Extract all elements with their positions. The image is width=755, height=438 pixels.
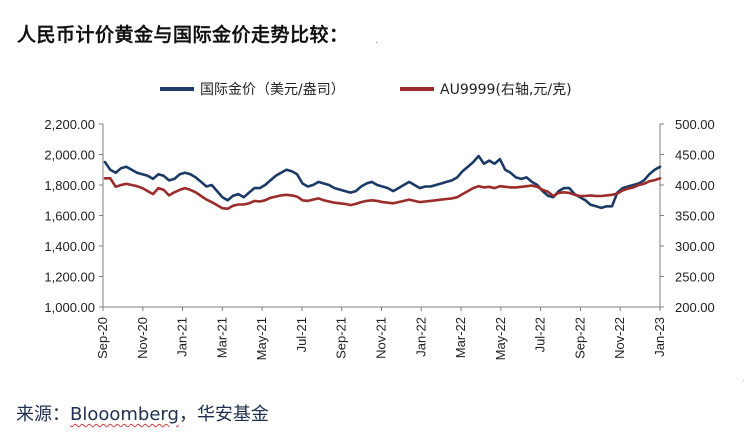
x-tick-label: May-21 (254, 317, 269, 360)
x-tick-label: Sep-20 (95, 317, 110, 359)
title-decoration-dot: · (375, 37, 379, 48)
source-name: Blooomberg (70, 404, 179, 425)
page-title: 人民币计价黄金与国际金价走势比较： (17, 24, 349, 46)
left-tick-label: 1,400.00 (44, 239, 95, 254)
legend-swatch-au9999 (400, 87, 434, 91)
right-tick-label: 250.00 (675, 270, 715, 285)
legend-label-international-gold: 国际金价（美元/盎司） (200, 82, 345, 98)
right-tick-label: 500.00 (675, 117, 715, 132)
right-tick-label: 300.00 (675, 239, 715, 254)
left-tick-label: 1,800.00 (44, 178, 95, 193)
x-tick-label: Nov-21 (374, 317, 389, 359)
x-tick-label: Jul-22 (533, 317, 548, 352)
x-tick-label: Sep-22 (572, 317, 587, 359)
legend-item-international-gold: 国际金价（美元/盎司） (160, 79, 345, 99)
source-note: 来源：Blooomberg，华安基金 (16, 400, 269, 426)
left-tick-label: 1,200.00 (44, 270, 95, 285)
source-suffix: 华安基金 (196, 404, 269, 425)
left-tick-label: 2,000.00 (44, 148, 95, 163)
x-tick-label: Nov-20 (135, 317, 150, 359)
legend-label-au9999: AU9999(右轴,元/克) (440, 82, 572, 98)
right-tick-label: 400.00 (675, 178, 715, 193)
legend-swatch-international-gold (160, 87, 194, 91)
x-tick-label: Mar-21 (214, 317, 229, 358)
x-tick-label: Nov-22 (612, 317, 627, 359)
x-tick-label: Jan-21 (175, 317, 190, 357)
x-tick-label: Jan-23 (652, 317, 667, 357)
left-tick-label: 1,600.00 (44, 209, 95, 224)
series-line-international-gold (103, 154, 662, 210)
source-separator: ， (178, 404, 197, 425)
source-prefix: 来源： (16, 404, 70, 425)
right-tick-label: 450.00 (675, 148, 715, 163)
right-tick-label: 200.00 (675, 300, 715, 315)
series-line-au9999 (103, 177, 662, 211)
x-tick-label: Sep-21 (334, 317, 349, 359)
right-tick-label: 350.00 (675, 209, 715, 224)
x-tick-label: May-22 (493, 317, 508, 360)
left-tick-label: 1,000.00 (44, 300, 95, 315)
x-tick-label: Mar-22 (453, 317, 468, 358)
left-tick-label: 2,200.00 (44, 117, 95, 132)
chart-legend: 国际金价（美元/盎司） AU9999(右轴,元/克) (160, 79, 630, 99)
corner-mark: · (742, 376, 745, 385)
x-tick-label: Jan-22 (413, 317, 428, 357)
legend-item-au9999: AU9999(右轴,元/克) (400, 79, 572, 99)
x-tick-label: Jul-21 (294, 317, 309, 352)
